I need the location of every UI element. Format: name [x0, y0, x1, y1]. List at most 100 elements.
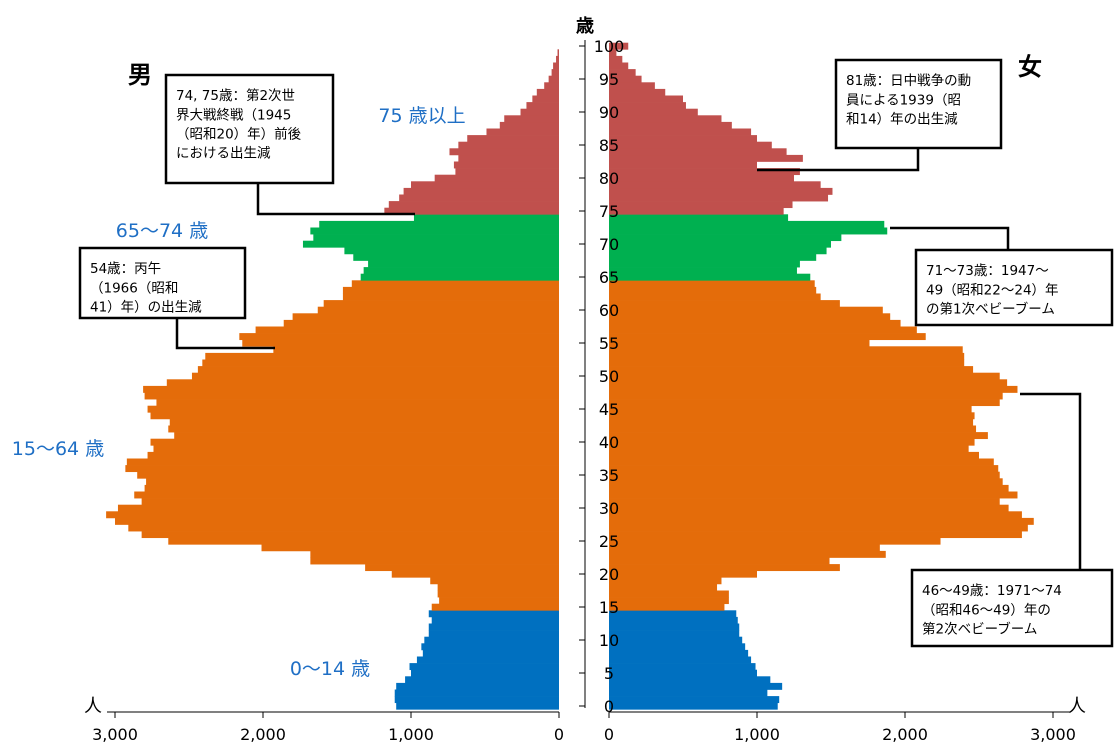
- male-bar-age-29: [106, 511, 560, 519]
- female-bar-age-19: [609, 577, 722, 585]
- male-bar-age-98: [556, 55, 559, 63]
- age-tick-label: 65: [599, 268, 619, 287]
- male-bar-age-80: [434, 174, 559, 182]
- female-bar-age-35: [609, 471, 1000, 479]
- female-bar-age-13: [609, 616, 738, 624]
- female-bar-age-9: [609, 643, 746, 651]
- male-bar-age-25: [168, 537, 559, 545]
- male-bar-age-71: [313, 234, 559, 242]
- age-tick-label: 75: [599, 202, 619, 221]
- female-bar-age-92: [609, 95, 683, 103]
- female-bar-age-54: [609, 346, 963, 354]
- male-bar-age-51: [197, 366, 559, 374]
- male-bar-age-92: [532, 95, 559, 103]
- age-tick-label: 15: [599, 598, 619, 617]
- female-bar-age-31: [609, 498, 1000, 506]
- female-bar-age-95: [609, 75, 642, 83]
- female-bar-age-40: [609, 438, 975, 446]
- female-bar-age-8: [609, 649, 749, 657]
- left-x-tick-label: 3,000: [92, 725, 138, 744]
- male-bar-age-1: [394, 696, 559, 704]
- male-bar-age-33: [144, 484, 559, 492]
- female-bar-age-97: [609, 62, 629, 70]
- male-bar-age-48: [143, 385, 559, 393]
- male-bar-age-34: [146, 478, 559, 486]
- female-bar-age-74: [609, 214, 789, 222]
- male-bar-age-35: [137, 471, 559, 479]
- female-bar-age-72: [609, 227, 888, 235]
- female-bar-age-77: [609, 194, 829, 202]
- male-bar-age-69: [344, 247, 559, 255]
- male-bar-age-81: [455, 168, 559, 176]
- female-bar-age-65: [609, 273, 811, 281]
- age-tick-label: 50: [599, 367, 619, 386]
- female-bar-age-58: [609, 319, 901, 327]
- male-bar-age-38: [147, 451, 559, 459]
- female-bar-age-27: [609, 524, 1028, 532]
- annotation-text: 74, 75歳：第2次世界大戦終戦（1945 （昭和20）年）前後における出生減: [176, 87, 302, 162]
- female-bar-age-21: [609, 564, 840, 572]
- male-bar-age-91: [526, 102, 559, 110]
- age-tick-label: 0: [604, 697, 614, 716]
- male-bar-age-84: [449, 148, 559, 156]
- female-bar-age-36: [609, 465, 999, 473]
- annotations: 74, 75歳：第2次世界大戦終戦（1945 （昭和20）年）前後における出生減 5…: [78, 58, 1114, 648]
- male-bar-age-96: [551, 69, 559, 77]
- female-bar-age-64: [609, 280, 815, 288]
- male-bar-age-57: [255, 326, 559, 334]
- female-bar-age-67: [609, 260, 800, 268]
- female-bar-age-85: [609, 141, 772, 149]
- female-bar-age-33: [609, 484, 1009, 492]
- female-bar-age-70: [609, 240, 831, 248]
- female-bar-age-94: [609, 82, 655, 90]
- age-tick-label: 95: [599, 70, 619, 89]
- female-bar-age-37: [609, 458, 994, 466]
- male-bar-age-20: [391, 570, 559, 578]
- female-bar-age-4: [609, 676, 771, 684]
- male-bar-age-54: [273, 346, 559, 354]
- female-bar-age-42: [609, 425, 977, 433]
- female-bar-age-30: [609, 504, 1009, 512]
- male-bars: [106, 49, 560, 710]
- female-bar-age-25: [609, 537, 941, 545]
- male-bar-age-19: [430, 577, 559, 585]
- male-bar-age-7: [416, 656, 559, 664]
- male-bar-age-16: [439, 597, 559, 605]
- annotation-text: 81歳：日中戦争の動員による1939（昭和14）年の出生減: [846, 73, 971, 127]
- female-label: 女: [1018, 53, 1042, 81]
- female-bar-age-69: [609, 247, 827, 255]
- female-bar-age-80: [609, 174, 794, 182]
- female-bar-age-5: [609, 669, 757, 677]
- annotation-box: [78, 246, 247, 320]
- female-bar-age-53: [609, 352, 965, 360]
- female-bar-age-68: [609, 253, 817, 261]
- female-bar-age-100: [609, 42, 629, 50]
- female-bar-age-16: [609, 597, 729, 605]
- female-bar-age-41: [609, 432, 988, 440]
- female-bar-age-57: [609, 326, 917, 334]
- female-bar-age-17: [609, 590, 729, 598]
- male-bar-age-24: [261, 544, 559, 552]
- male-bar-age-60: [317, 306, 559, 314]
- age-tick-label: 85: [599, 136, 619, 155]
- group-label-75-plus: 75 歳以上: [378, 105, 465, 127]
- female-bar-age-91: [609, 102, 686, 110]
- annotation-leader-line: [256, 183, 415, 216]
- right-x-tick-label: 3,000: [1030, 725, 1076, 744]
- male-bar-age-41: [174, 432, 559, 440]
- male-bar-age-79: [411, 181, 559, 189]
- age-group-labels: 0〜14 歳 15〜64 歳 65〜74 歳 75 歳以上: [12, 105, 466, 680]
- female-bar-age-60: [609, 306, 883, 314]
- male-label: 男: [128, 61, 152, 89]
- female-bar-age-26: [609, 531, 1022, 539]
- left-x-tick-label: 2,000: [240, 725, 286, 744]
- male-bar-age-82: [453, 161, 559, 169]
- female-bar-age-20: [609, 570, 757, 578]
- annotation-box: [910, 568, 1114, 648]
- male-bar-age-28: [115, 517, 559, 525]
- male-bar-age-58: [283, 319, 559, 327]
- female-bar-age-45: [609, 405, 972, 413]
- female-bar-age-12: [609, 623, 740, 631]
- female-bars: [609, 42, 1034, 710]
